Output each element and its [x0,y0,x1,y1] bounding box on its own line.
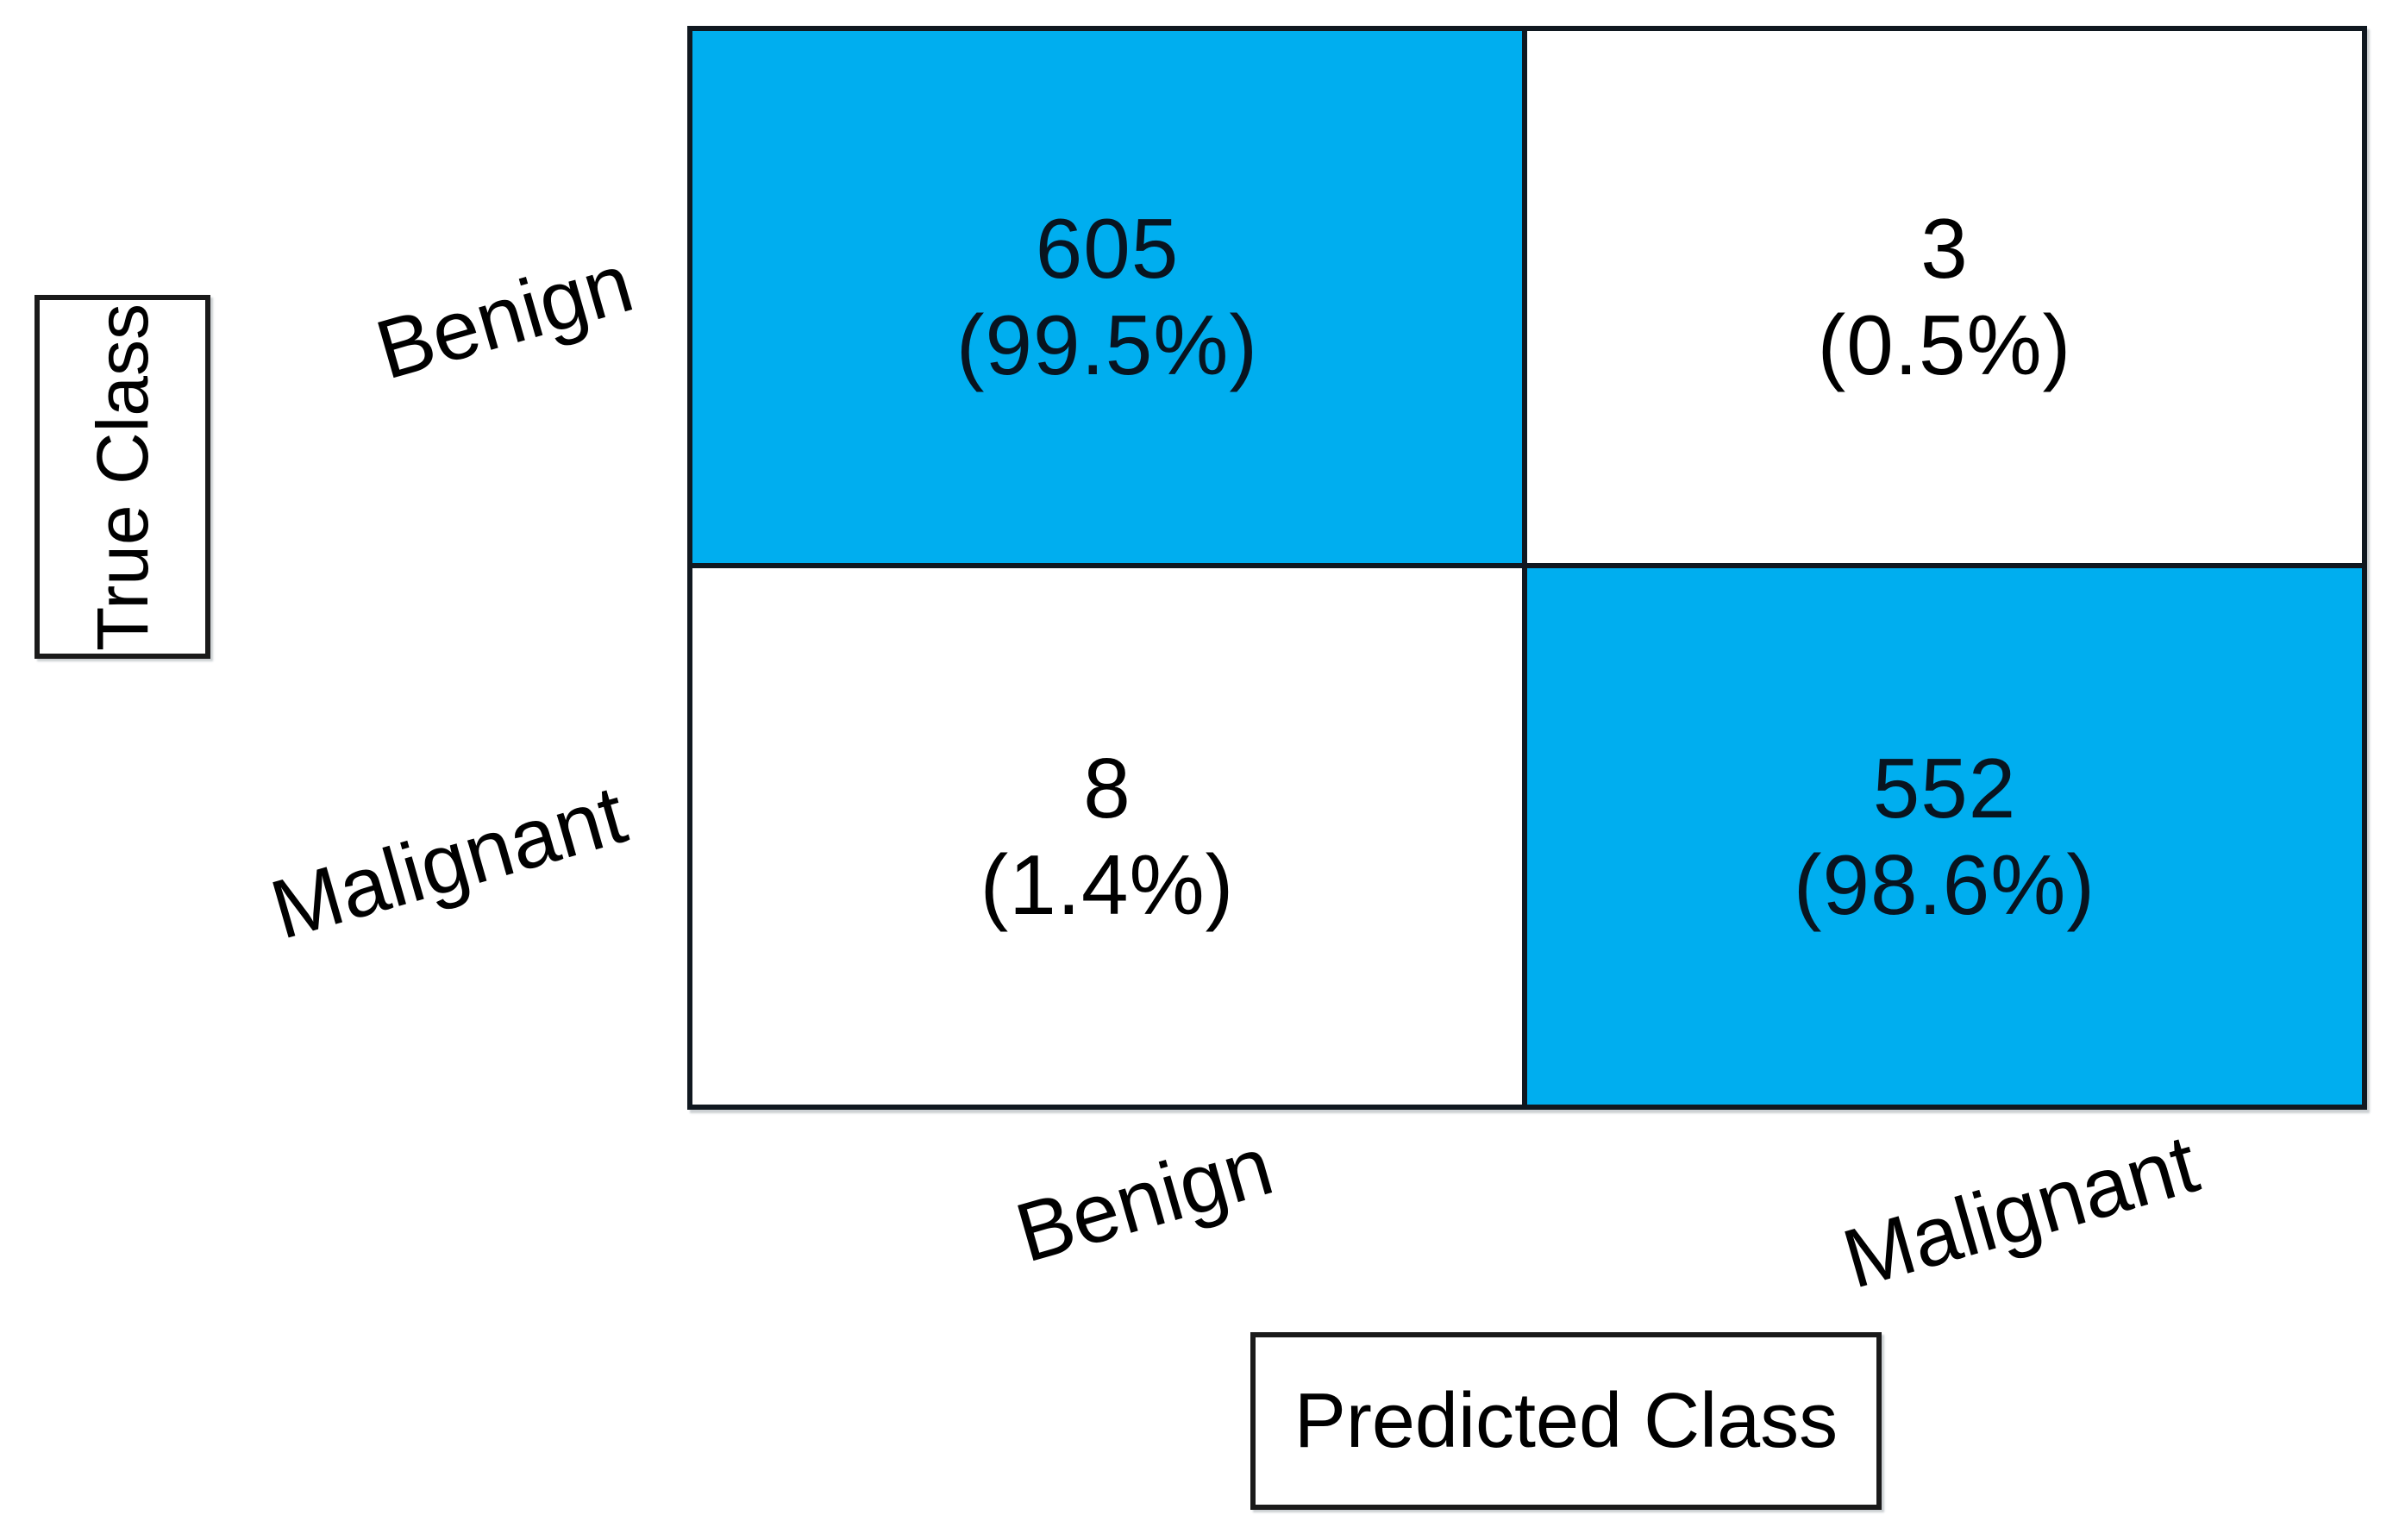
cell-percent: (99.5%) [955,297,1259,393]
x-axis-label: Predicted Class [1293,1377,1838,1464]
matrix-cell-true-benign-pred-benign: 605 (99.5%) [692,31,1527,568]
cell-count: 552 [1872,740,2017,836]
x-tick-benign: Benign [1005,1117,1283,1280]
cell-percent: (1.4%) [980,836,1235,932]
matrix-cell-true-benign-pred-malignant: 3 (0.5%) [1527,31,2362,568]
x-tick-malignant: Malignant [1832,1116,2208,1306]
y-axis-label-box: True Class [34,295,210,659]
y-axis-label: True Class [81,303,163,651]
matrix-cell-true-malignant-pred-benign: 8 (1.4%) [692,567,1527,1105]
y-tick-benign: Benign [366,235,643,398]
cell-percent: (98.6%) [1793,836,2096,932]
cell-count: 605 [1035,201,1180,297]
x-axis-label-box: Predicted Class [1250,1332,1882,1510]
cell-count: 3 [1920,201,1969,297]
cell-count: 8 [1083,740,1131,836]
matrix-cell-true-malignant-pred-malignant: 552 (98.6%) [1527,567,2362,1105]
cell-percent: (0.5%) [1817,297,2072,393]
confusion-matrix-grid: 605 (99.5%) 3 (0.5%) 8 (1.4%) 552 (98.6%… [687,26,2367,1110]
y-tick-malignant: Malignant [260,767,636,957]
